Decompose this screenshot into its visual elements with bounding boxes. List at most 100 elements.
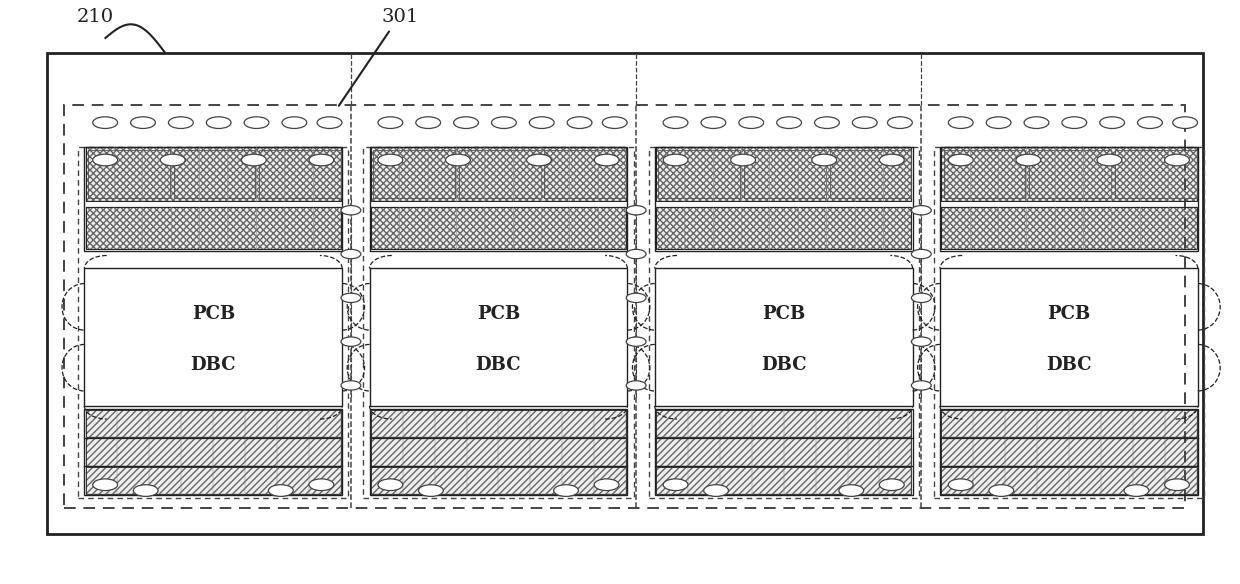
Circle shape	[419, 485, 444, 496]
Bar	[47, 53, 1203, 534]
Bar	[370, 147, 627, 251]
Bar	[656, 439, 911, 465]
Bar	[86, 467, 341, 494]
Circle shape	[317, 117, 342, 128]
Bar	[259, 150, 341, 198]
Circle shape	[911, 249, 931, 259]
Bar	[656, 410, 911, 437]
Circle shape	[1016, 154, 1040, 166]
Circle shape	[1100, 117, 1125, 128]
Bar	[1029, 150, 1111, 198]
Bar	[1115, 150, 1197, 198]
Circle shape	[626, 381, 646, 390]
Circle shape	[1173, 117, 1198, 128]
Circle shape	[594, 479, 619, 491]
Bar	[371, 147, 626, 201]
Bar	[86, 207, 341, 249]
Circle shape	[309, 154, 334, 166]
Text: DBC: DBC	[191, 356, 236, 374]
Circle shape	[812, 154, 837, 166]
Bar	[86, 147, 341, 201]
Text: PCB: PCB	[477, 305, 520, 323]
Circle shape	[663, 154, 688, 166]
Bar	[940, 268, 1198, 406]
Circle shape	[445, 154, 470, 166]
Circle shape	[949, 117, 973, 128]
Circle shape	[911, 206, 931, 215]
Circle shape	[879, 154, 904, 166]
Circle shape	[663, 479, 688, 491]
Circle shape	[93, 154, 118, 166]
Bar	[744, 150, 826, 198]
Circle shape	[594, 154, 619, 166]
Bar	[656, 467, 911, 494]
Bar	[86, 467, 341, 494]
Bar	[941, 439, 1197, 465]
Bar	[655, 268, 913, 406]
Bar	[941, 147, 1197, 201]
Text: 210: 210	[77, 8, 114, 26]
Circle shape	[739, 117, 764, 128]
Circle shape	[269, 485, 293, 496]
Circle shape	[911, 293, 931, 303]
Circle shape	[949, 479, 973, 491]
Circle shape	[244, 117, 269, 128]
Circle shape	[242, 154, 267, 166]
Circle shape	[838, 485, 863, 496]
Bar	[370, 268, 627, 406]
Bar	[941, 207, 1197, 249]
Bar	[656, 207, 911, 249]
Bar	[373, 150, 455, 198]
Circle shape	[911, 337, 931, 346]
Bar	[84, 409, 342, 495]
Bar	[941, 207, 1197, 249]
Circle shape	[281, 117, 306, 128]
Bar	[86, 410, 341, 437]
Bar	[656, 439, 911, 465]
Circle shape	[341, 206, 361, 215]
Circle shape	[341, 337, 361, 346]
Text: DBC: DBC	[476, 356, 521, 374]
Bar	[371, 439, 626, 465]
Bar	[944, 150, 1025, 198]
Circle shape	[130, 117, 155, 128]
Circle shape	[990, 485, 1013, 496]
Circle shape	[554, 485, 578, 496]
Circle shape	[93, 117, 118, 128]
Circle shape	[911, 381, 931, 390]
Circle shape	[1061, 117, 1086, 128]
Circle shape	[1123, 485, 1149, 496]
Circle shape	[491, 117, 516, 128]
Circle shape	[378, 117, 403, 128]
Circle shape	[626, 337, 646, 346]
Circle shape	[341, 293, 361, 303]
Bar	[940, 409, 1198, 495]
Circle shape	[527, 154, 552, 166]
Circle shape	[378, 479, 403, 491]
Text: DBC: DBC	[1047, 356, 1091, 374]
Bar	[371, 410, 626, 437]
Circle shape	[160, 154, 185, 166]
Bar	[656, 147, 911, 201]
Text: PCB: PCB	[763, 305, 805, 323]
Bar	[830, 150, 911, 198]
Bar	[656, 147, 911, 201]
Circle shape	[704, 485, 729, 496]
Bar	[78, 147, 348, 498]
Bar	[370, 409, 627, 495]
Bar	[363, 147, 634, 498]
Circle shape	[1164, 154, 1189, 166]
Circle shape	[415, 117, 440, 128]
Bar	[934, 147, 1204, 498]
Circle shape	[949, 154, 973, 166]
Circle shape	[603, 117, 627, 128]
Text: PCB: PCB	[1048, 305, 1090, 323]
Text: 301: 301	[382, 8, 419, 26]
Circle shape	[626, 206, 646, 215]
Bar	[84, 268, 342, 406]
Bar	[88, 150, 170, 198]
Circle shape	[567, 117, 591, 128]
Bar	[64, 105, 1185, 508]
Bar	[86, 147, 341, 201]
Circle shape	[206, 117, 231, 128]
